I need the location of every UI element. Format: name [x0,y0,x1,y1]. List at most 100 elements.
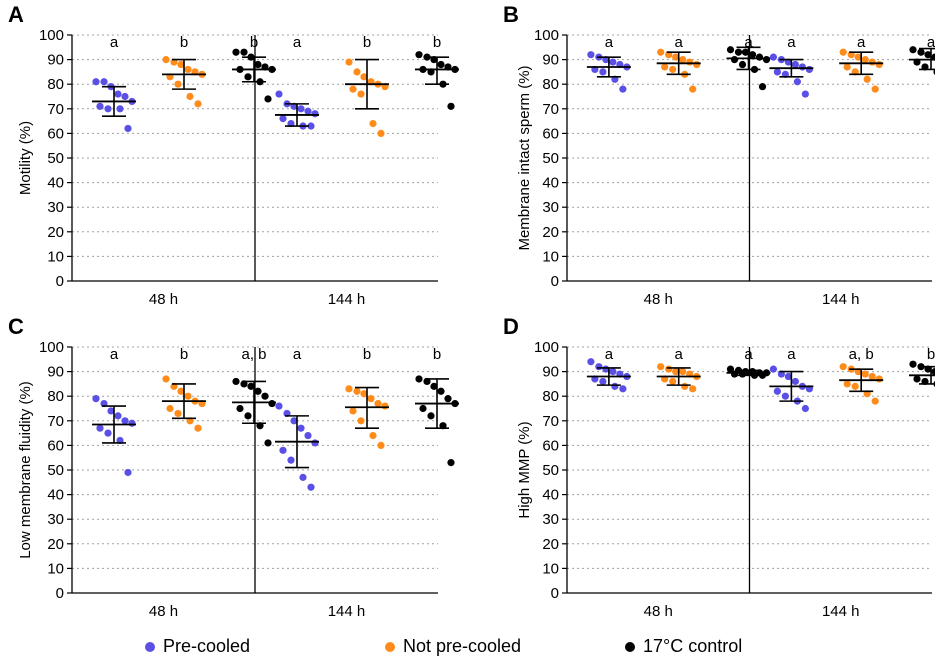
panel-d-pre-cooled-144h-point [769,365,777,373]
panel-c-ytick-label-30: 30 [47,511,64,528]
panel-b-ytick-label-50: 50 [542,150,559,167]
panel-d-ytick-label-100: 100 [534,339,559,356]
panel-a-pre-cooled-144h-point [311,110,319,118]
panel-d-not-pre-cooled-144h-sig-label: a, b [849,346,874,363]
legend: Pre-cooled Not pre-cooled 17°C control [0,632,935,662]
panel-a-pre-cooled-48h-point [116,105,124,113]
panel-d-ytick-label-60: 60 [542,437,559,454]
panel-d-not-pre-cooled-144h-point [861,370,869,378]
panel-c-ytick-label-40: 40 [47,487,64,504]
panel-a-not-pre-cooled-144h-point [377,129,385,137]
panel-c-control-144h-point [437,387,445,395]
panel-c-not-pre-cooled-144h-point [367,395,375,403]
panel-d-ytick-label-50: 50 [542,462,559,479]
panel-a-pre-cooled-144h-point [297,105,305,113]
panel-d-letter: D [503,314,519,339]
panel-c-not-pre-cooled-144h-sig-label: b [363,346,371,363]
panel-d-ylabel: High MMP (%) [516,421,533,518]
panel-d-xtick-label-0: 48 h [644,603,673,620]
legend-label-pre-cooled: Pre-cooled [163,636,251,656]
panel-a-control-144h-sig-label: b [433,34,441,51]
panel-a-control-48h-point [264,95,272,103]
panel-c-not-pre-cooled-48h-point [177,387,185,395]
panel-b-pre-cooled-48h-point [599,68,607,76]
panel-a-not-pre-cooled-144h-point [360,73,368,81]
panel-b-not-pre-cooled-144h-sig-label: a [857,34,866,51]
panel-c-pre-cooled-48h-point [96,424,104,432]
panel-a-ytick-label-70: 70 [47,101,64,118]
panel-a-not-pre-cooled-48h-point [177,60,185,69]
panel-b-ytick-label-20: 20 [542,224,559,241]
panel-b-not-pre-cooled-48h-sig-label: a [675,34,684,51]
panel-d-not-pre-cooled-144h-point [839,363,847,371]
legend-label-not-pre-cooled: Not pre-cooled [403,636,522,656]
panel-d-not-pre-cooled-48h-point [657,363,665,371]
panel-a-not-pre-cooled-48h-sig-label: b [180,34,188,51]
panel-b-pre-cooled-144h-point [801,90,809,98]
panel-b-control-48h-point [762,56,771,64]
panel-b-control-144h-point [924,51,932,59]
panel-c-not-pre-cooled-144h-point [374,399,382,408]
panel-a-not-pre-cooled-48h-point [186,92,194,101]
panel-c-pre-cooled-48h-point [114,412,122,420]
panel-b-xtick-label-1: 144 h [822,291,860,308]
legend-item-not-pre-cooled: Not pre-cooled [385,636,521,657]
panel-d-control-48h-point [726,365,735,373]
panel-b-ytick-label-60: 60 [542,125,559,142]
panel-b-not-pre-cooled-48h-point [669,65,677,74]
panel-a-ytick-label-30: 30 [47,199,64,216]
panel-a-pre-cooled-48h-point [124,124,132,133]
panel-c-pre-cooled-48h-sig-label: a [110,346,119,363]
panel-c-not-pre-cooled-48h-point [162,375,170,383]
panel-c-control-48h-point [247,382,255,390]
panel-c-not-pre-cooled-48h-point [166,404,174,413]
panel-b-not-pre-cooled-48h-point [661,63,669,71]
panel-d-not-pre-cooled-144h-point [868,372,876,381]
panel-b-pre-cooled-144h-point [769,53,777,61]
panel-c-not-pre-cooled-48h-point [194,424,202,432]
panel-b-control-48h-point [734,48,743,56]
panel-d-pre-cooled-48h-point [599,377,607,386]
panel-a-pre-cooled-144h-point [304,107,312,115]
panel-b-ytick-label-30: 30 [542,199,559,216]
panel-d-not-pre-cooled-144h-point [875,375,883,383]
panel-c-ylabel: Low membrane fluidity (%) [17,381,34,559]
panel-b-pre-cooled-48h-point [587,51,595,59]
panel-c-ytick-label-50: 50 [47,462,64,479]
legend-item-control: 17°C control [625,636,742,657]
legend-item-pre-cooled: Pre-cooled [145,636,250,657]
panel-b-letter: B [503,2,519,27]
panel-b-xtick-label-0: 48 h [644,291,673,308]
panel-b-control-48h-point [755,53,764,61]
panel-c-not-pre-cooled-144h-point [349,407,357,415]
panel-c-control-144h-point [419,404,427,413]
panel-c-pre-cooled-48h-point [107,407,115,415]
panel-d-control-144h-point [909,360,917,368]
panel-a-control-48h-point [244,73,252,81]
panel-d-pre-cooled-144h-point [791,377,799,386]
panel-c-xtick-label-1: 144 h [328,603,366,620]
panel-d-ytick-label-90: 90 [542,364,559,381]
panel-b-ytick-label-40: 40 [542,175,559,192]
panel-b-not-pre-cooled-48h-point [657,48,665,56]
panel-b-not-pre-cooled-144h-point [868,58,876,66]
panel-a-pre-cooled-48h-point [100,78,108,86]
panel-d-ytick-label-20: 20 [542,536,559,553]
panel-a-pre-cooled-48h-point [114,90,122,98]
panel-d-pre-cooled-48h-point [595,363,603,371]
panel-b-ylabel: Membrane intact sperm (%) [516,65,533,250]
panel-c-ytick-label-20: 20 [47,536,64,553]
panel-b-control-48h-point [758,83,767,91]
panel-b-ytick-label-70: 70 [542,101,559,118]
panel-c-not-pre-cooled-144h-point [377,441,385,449]
panel-c-ytick-label-80: 80 [47,388,64,405]
panel-d-not-pre-cooled-48h-point [679,368,687,376]
panel-c-not-pre-cooled-144h-point [353,387,361,395]
panel-a-xtick-label-1: 144 h [328,291,366,308]
panel-a-not-pre-cooled-48h-point [174,80,182,88]
panel-b-pre-cooled-48h-sig-label: a [605,34,614,51]
panel-a-xtick-label-0: 48 h [149,291,178,308]
panel-a-ytick-label-0: 0 [56,273,64,290]
panel-c-pre-cooled-144h-point [311,439,319,447]
panel-c-ytick-label-90: 90 [47,364,64,381]
